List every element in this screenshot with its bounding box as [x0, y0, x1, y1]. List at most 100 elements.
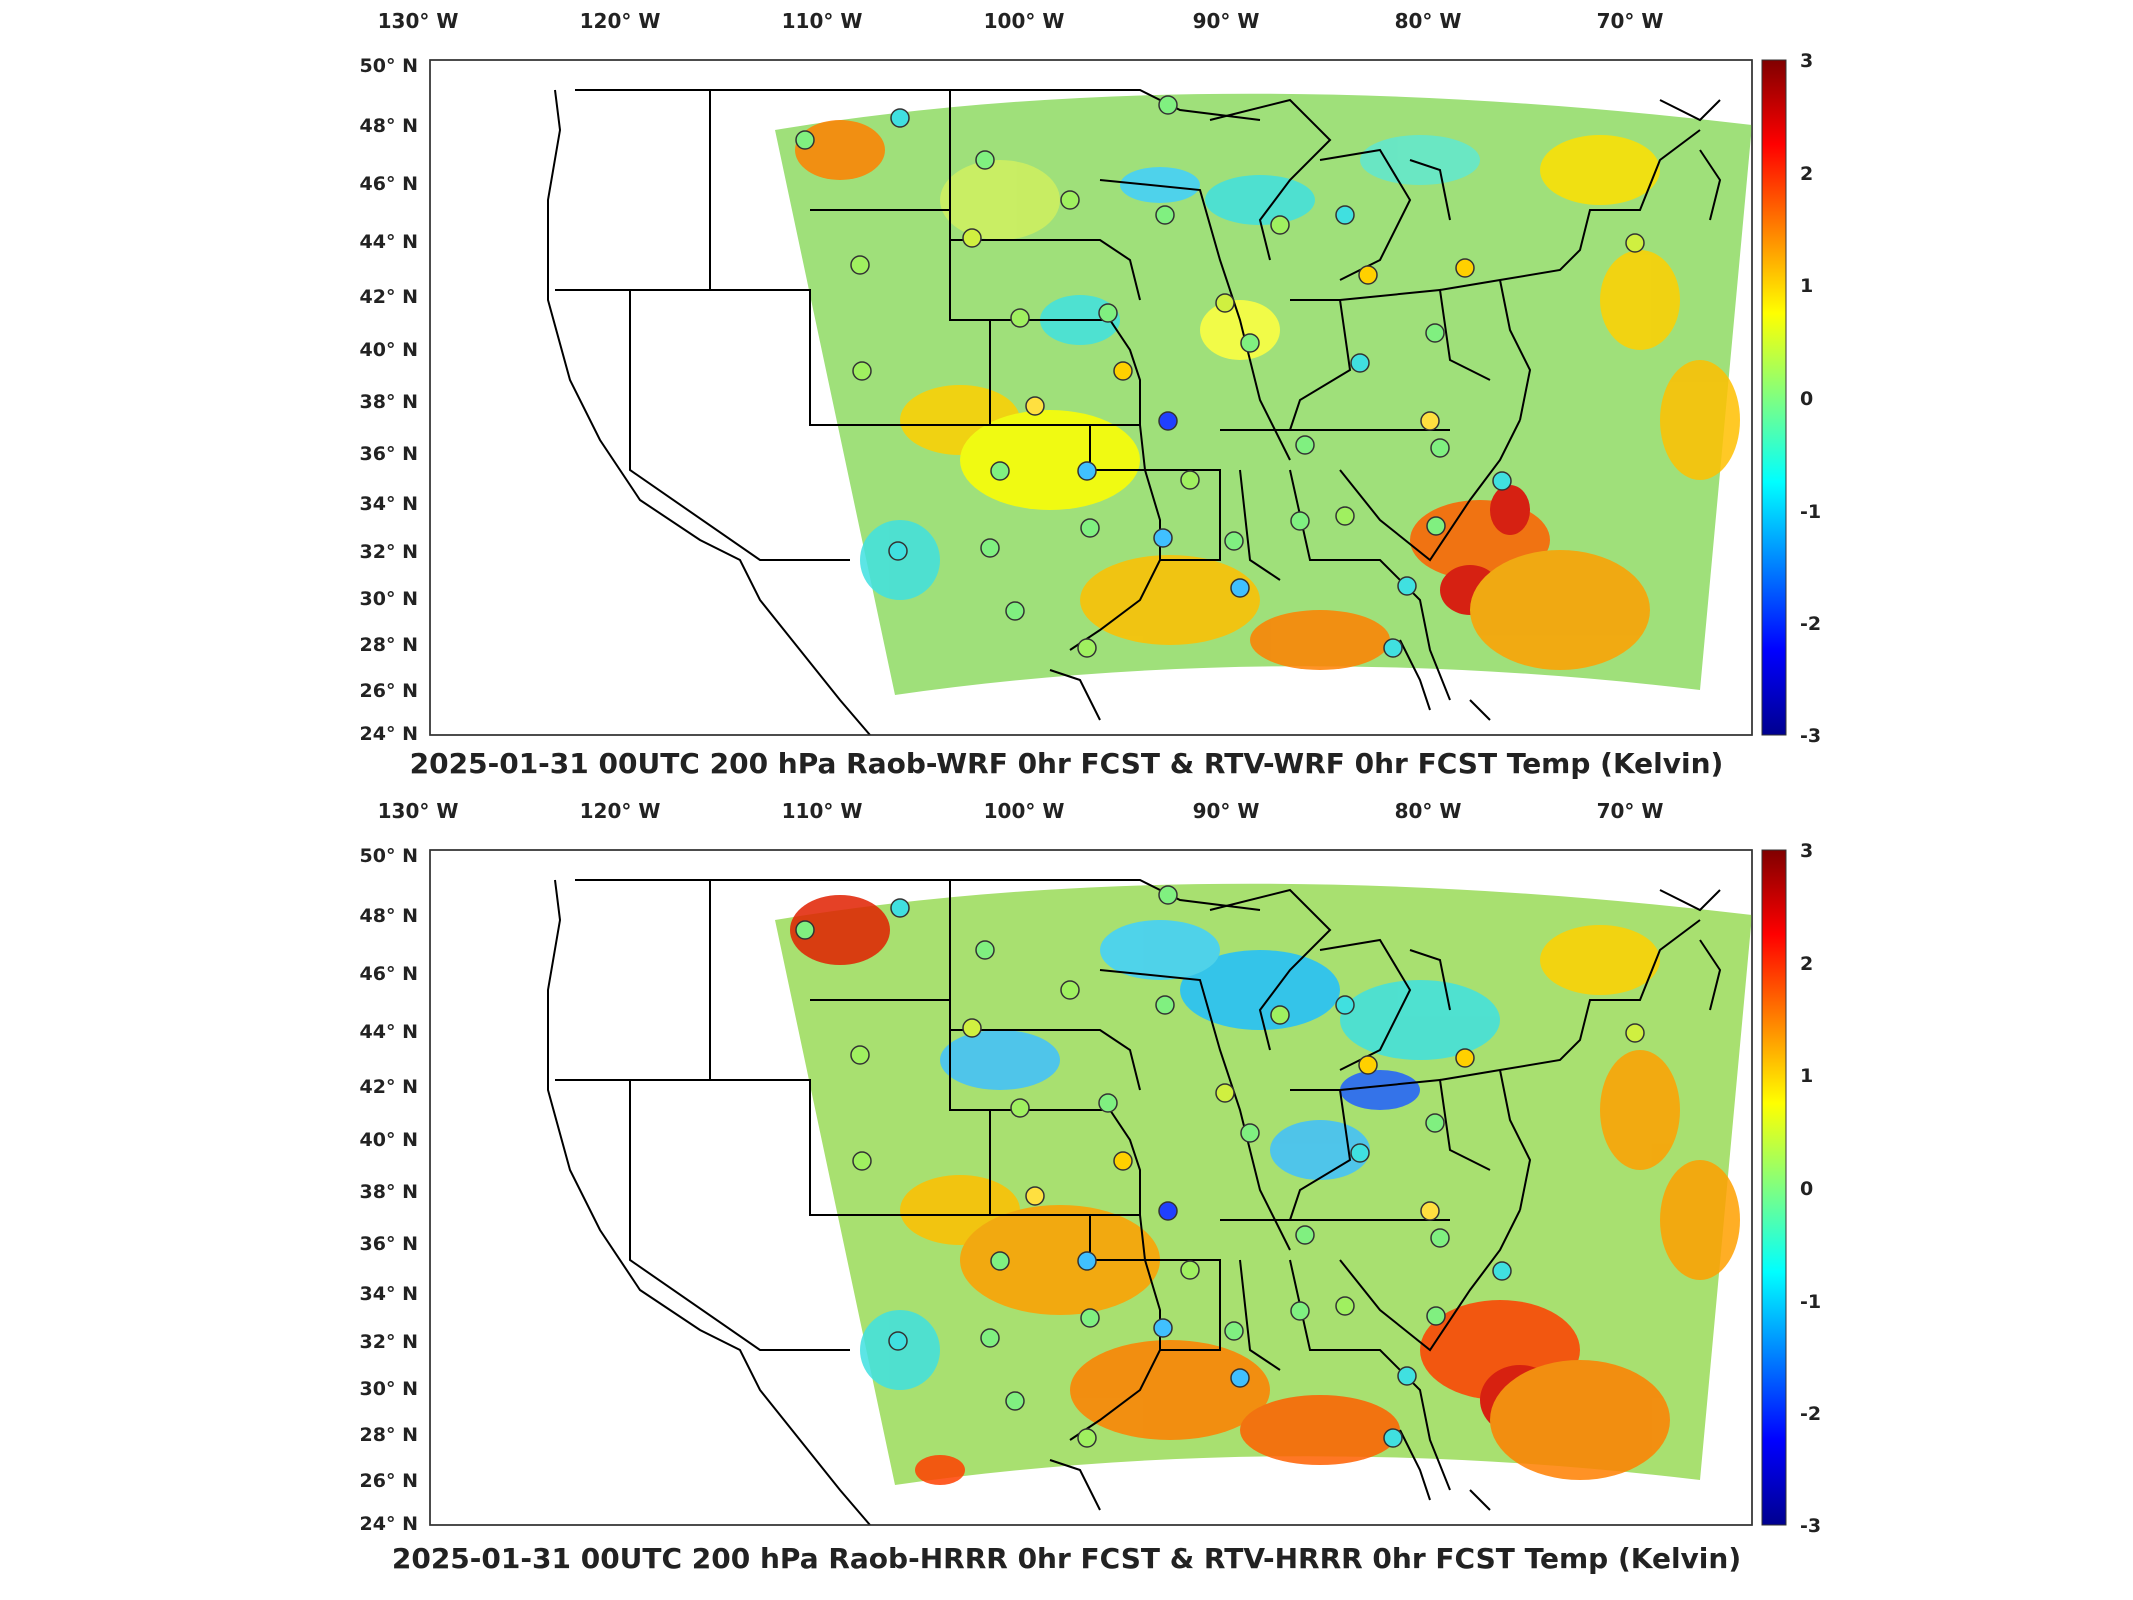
station-marker	[1224, 531, 1244, 551]
lat-axis-labels: 50° N 48° N 46° N 44° N 42° N 40° N 38° …	[360, 845, 418, 1535]
station-marker	[1113, 1151, 1133, 1171]
station-marker	[1295, 1225, 1315, 1245]
station-marker	[1350, 1143, 1370, 1163]
lat-label: 38° N	[360, 1181, 418, 1203]
colorbar-tick-label: -3	[1800, 1515, 1821, 1537]
lon-label: 70° W	[1597, 799, 1664, 823]
station-marker	[1158, 1201, 1178, 1221]
station-marker	[1060, 980, 1080, 1000]
colorbar-hrrr: 3 2 1 0 -1 -2 -3	[1761, 840, 1821, 1537]
station-marker	[1625, 1023, 1645, 1043]
station-marker	[850, 1045, 870, 1065]
colorbar-gradient	[1761, 59, 1787, 736]
station-marker	[1158, 95, 1178, 115]
lat-axis-labels: 50° N 48° N 46° N 44° N 42° N 40° N 38° …	[360, 55, 418, 745]
lat-label: 32° N	[360, 541, 418, 563]
lat-label: 34° N	[360, 493, 418, 515]
lon-label: 120° W	[580, 9, 661, 33]
station-marker	[980, 1328, 1000, 1348]
colorbar-tick-label: -2	[1800, 613, 1821, 635]
station-marker	[1335, 506, 1355, 526]
station-marker	[1005, 1391, 1025, 1411]
lat-label: 24° N	[360, 723, 418, 745]
station-marker	[1358, 265, 1378, 285]
station-marker	[1295, 435, 1315, 455]
station-marker	[1430, 438, 1450, 458]
lon-label: 130° W	[378, 9, 459, 33]
lon-axis-labels: 130° W 120° W 110° W 100° W 90° W 80° W …	[378, 799, 1664, 823]
station-marker	[1180, 470, 1200, 490]
colorbar-gradient	[1761, 849, 1787, 1526]
lon-label: 70° W	[1597, 9, 1664, 33]
field-anomaly-patches	[790, 895, 1740, 1485]
lat-label: 24° N	[360, 1513, 418, 1535]
station-marker	[1383, 1428, 1403, 1448]
raob-station-markers	[795, 95, 1645, 658]
station-marker	[1215, 1083, 1235, 1103]
station-marker	[1420, 1201, 1440, 1221]
station-marker	[1153, 528, 1173, 548]
station-marker	[1335, 205, 1355, 225]
station-marker	[1383, 638, 1403, 658]
lat-label: 48° N	[360, 905, 418, 927]
colorbar-tick-label: -1	[1800, 1291, 1821, 1313]
map-outlines	[547, 89, 1722, 735]
station-marker	[962, 1018, 982, 1038]
lat-label: 46° N	[360, 173, 418, 195]
lat-label: 50° N	[360, 55, 418, 77]
lon-label: 90° W	[1193, 9, 1260, 33]
map-panel-hrrr: 130° W 120° W 110° W 100° W 90° W 80° W …	[0, 790, 2133, 1600]
lat-label: 44° N	[360, 231, 418, 253]
lon-label: 100° W	[984, 799, 1065, 823]
station-marker	[1335, 1296, 1355, 1316]
station-marker	[888, 1331, 908, 1351]
map-panel-wrf: 130° W 120° W 110° W 100° W 90° W 80° W …	[0, 0, 2133, 790]
lat-label: 28° N	[360, 634, 418, 656]
colorbar-tick-label: -3	[1800, 725, 1821, 747]
station-marker	[1397, 576, 1417, 596]
map-outlines	[547, 879, 1722, 1525]
lat-label: 30° N	[360, 1378, 418, 1400]
station-marker	[1270, 1005, 1290, 1025]
lon-label: 90° W	[1193, 799, 1260, 823]
station-marker	[795, 130, 815, 150]
station-marker	[1098, 1093, 1118, 1113]
station-marker	[1098, 303, 1118, 323]
station-marker	[1230, 578, 1250, 598]
map-figure-wrf: 130° W 120° W 110° W 100° W 90° W 80° W …	[360, 9, 1822, 747]
station-marker	[1350, 353, 1370, 373]
lat-label: 38° N	[360, 391, 418, 413]
station-marker	[1215, 293, 1235, 313]
lat-label: 32° N	[360, 1331, 418, 1353]
lat-label: 46° N	[360, 963, 418, 985]
station-marker	[1077, 1428, 1097, 1448]
lat-label: 44° N	[360, 1021, 418, 1043]
map-figure-hrrr: 130° W 120° W 110° W 100° W 90° W 80° W …	[360, 799, 1822, 1537]
lon-label: 80° W	[1395, 9, 1462, 33]
station-marker	[1077, 461, 1097, 481]
station-marker	[975, 940, 995, 960]
station-marker	[1426, 1306, 1446, 1326]
lat-label: 28° N	[360, 1424, 418, 1446]
station-marker	[1492, 471, 1512, 491]
station-marker	[1397, 1366, 1417, 1386]
station-marker	[1335, 995, 1355, 1015]
colorbar-tick-label: -2	[1800, 1403, 1821, 1425]
station-marker	[980, 538, 1000, 558]
station-marker	[1425, 323, 1445, 343]
lon-label: 80° W	[1395, 799, 1462, 823]
lon-axis-labels: 130° W 120° W 110° W 100° W 90° W 80° W …	[378, 9, 1664, 33]
lon-label: 110° W	[782, 9, 863, 33]
station-marker	[1158, 885, 1178, 905]
station-marker	[1025, 1186, 1045, 1206]
station-marker	[888, 541, 908, 561]
station-marker	[1025, 396, 1045, 416]
station-marker	[975, 150, 995, 170]
station-marker	[990, 461, 1010, 481]
colorbar-tick-label: 3	[1800, 50, 1813, 72]
station-marker	[1492, 1261, 1512, 1281]
raob-station-markers	[795, 885, 1645, 1448]
lat-label: 34° N	[360, 1283, 418, 1305]
station-marker	[1425, 1113, 1445, 1133]
lon-label: 120° W	[580, 799, 661, 823]
